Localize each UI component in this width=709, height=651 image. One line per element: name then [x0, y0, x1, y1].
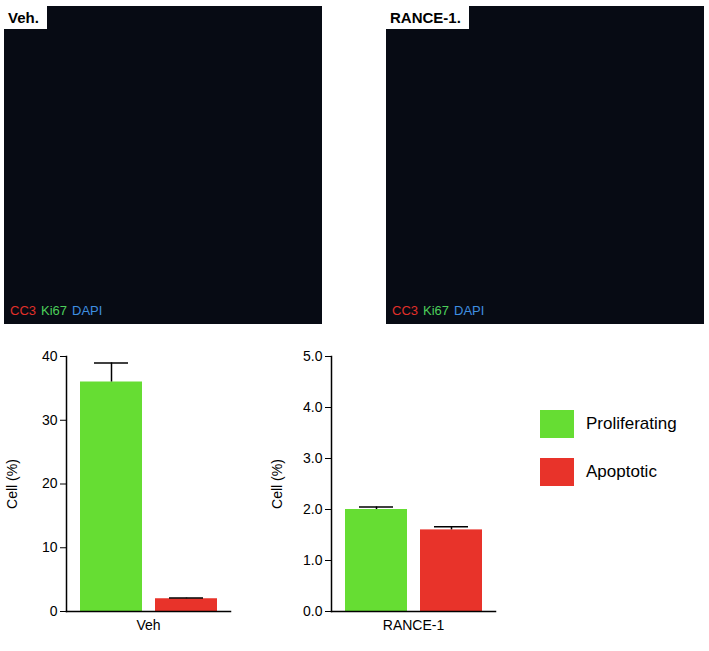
svg-text:Cell (%): Cell (%) [269, 459, 285, 509]
svg-text:30: 30 [42, 412, 58, 428]
svg-text:0.0: 0.0 [303, 603, 323, 619]
svg-text:Veh: Veh [136, 617, 160, 633]
svg-text:2.0: 2.0 [303, 501, 323, 517]
svg-text:10: 10 [42, 539, 58, 555]
svg-text:3.0: 3.0 [303, 450, 323, 466]
html-text:Veh.: Veh. [8, 9, 39, 26]
svg-text:4.0: 4.0 [303, 399, 323, 415]
svg-text:1.0: 1.0 [303, 552, 323, 568]
svg-text:RANCE-1: RANCE-1 [383, 617, 445, 633]
html-text:Proliferating: Proliferating [586, 414, 677, 433]
svg-text:0: 0 [50, 603, 58, 619]
html-text:Apoptotic: Apoptotic [586, 462, 657, 481]
svg-text:40: 40 [42, 348, 58, 364]
svg-text:5.0: 5.0 [303, 348, 323, 364]
html-text:CC3 Ki67 DAPI: CC3 Ki67 DAPI [10, 303, 103, 318]
svg-text:Cell (%): Cell (%) [4, 459, 20, 509]
html-text:CC3 Ki67 DAPI: CC3 Ki67 DAPI [392, 303, 485, 318]
html-text:RANCE-1.: RANCE-1. [390, 9, 461, 26]
svg-text:20: 20 [42, 475, 58, 491]
